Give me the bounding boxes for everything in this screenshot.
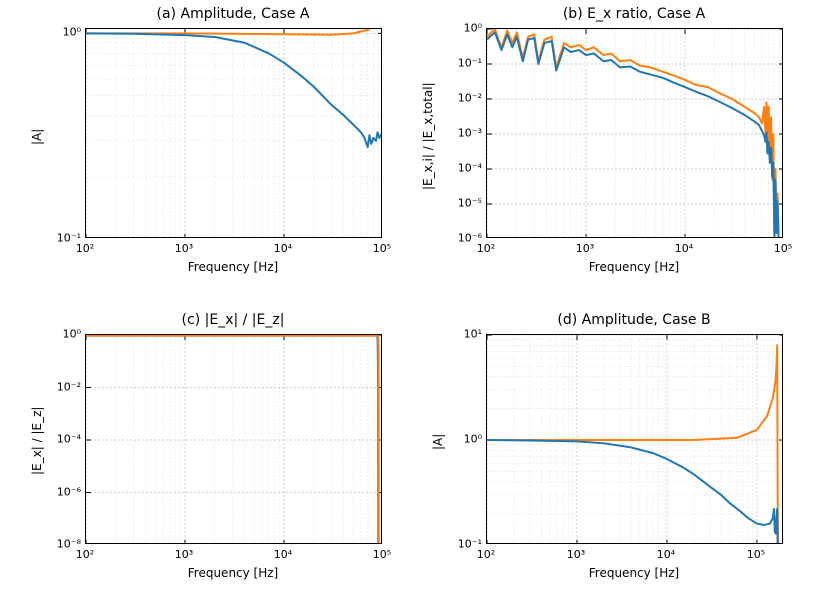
ytick-label: 10⁰ [43, 328, 81, 341]
panel-d-xlabel: Frequency [Hz] [589, 566, 680, 580]
xtick-label: 10⁴ [675, 242, 693, 255]
ytick-label: 10¹ [444, 328, 482, 341]
panel-b [486, 28, 783, 238]
xtick-label: 10⁵ [747, 548, 765, 561]
panel-d-plot [487, 335, 783, 544]
ytick-label: 10⁻¹ [43, 232, 81, 245]
panel-a-xlabel: Frequency [Hz] [188, 260, 279, 274]
ytick-label: 10⁻¹ [444, 57, 482, 70]
panel-a-ylabel: |A| [30, 129, 44, 145]
ytick-label: 10⁻⁶ [444, 232, 482, 245]
panel-b-ylabel: |E_x,i| / |E_x,total| [421, 82, 435, 190]
ytick-label: 10⁻¹ [444, 538, 482, 551]
xtick-label: 10⁵ [373, 548, 391, 561]
xtick-label: 10⁴ [657, 548, 675, 561]
ytick-label: 10⁰ [43, 26, 81, 39]
panel-d-ylabel: |A| [431, 434, 445, 450]
series-blue [487, 440, 783, 544]
panel-a [85, 28, 382, 238]
panel-d-title: (d) Amplitude, Case B [557, 312, 710, 328]
ytick-label: 10⁻⁵ [444, 197, 482, 210]
panel-c-ylabel: |E_x| / |E_z| [30, 407, 44, 475]
xtick-label: 10³ [576, 242, 594, 255]
ytick-label: 10⁰ [444, 433, 482, 446]
ytick-label: 10⁻³ [444, 127, 482, 140]
panel-b-title: (b) E_x ratio, Case A [563, 6, 705, 22]
ytick-label: 10⁻⁸ [43, 538, 81, 551]
xtick-label: 10³ [567, 548, 585, 561]
xtick-label: 10⁴ [274, 242, 292, 255]
xtick-label: 10³ [175, 548, 193, 561]
panel-c-title: (c) |E_x| / |E_z| [182, 312, 285, 328]
panel-b-plot [487, 29, 783, 238]
xtick-label: 10⁵ [774, 242, 792, 255]
xtick-label: 10⁵ [373, 242, 391, 255]
panel-a-plot [86, 29, 382, 238]
xtick-label: 10⁴ [274, 548, 292, 561]
panel-d [486, 334, 783, 544]
ytick-label: 10⁻² [444, 92, 482, 105]
ytick-label: 10⁰ [444, 22, 482, 35]
panel-c [85, 334, 382, 544]
panel-c-xlabel: Frequency [Hz] [188, 566, 279, 580]
panel-b-xlabel: Frequency [Hz] [589, 260, 680, 274]
panel-c-plot [86, 335, 382, 544]
ytick-label: 10⁻⁶ [43, 485, 81, 498]
ytick-label: 10⁻⁴ [43, 433, 81, 446]
series-blue [86, 33, 382, 147]
panel-a-title: (a) Amplitude, Case A [157, 6, 310, 22]
series-orange [487, 29, 779, 238]
xtick-label: 10³ [175, 242, 193, 255]
ytick-label: 10⁻² [43, 380, 81, 393]
figure: (a) Amplitude, Case A |A| Frequency [Hz]… [0, 0, 823, 613]
ytick-label: 10⁻⁴ [444, 162, 482, 175]
